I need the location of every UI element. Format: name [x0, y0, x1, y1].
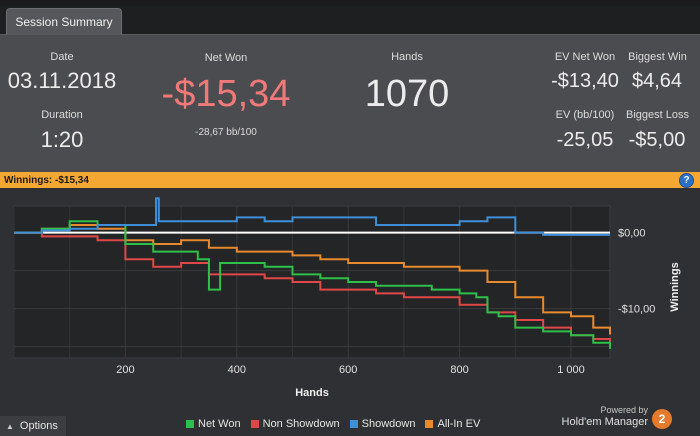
- duration-value: 1:20: [40, 127, 84, 152]
- winnings-value: -$15,34: [55, 174, 89, 186]
- legend-item-showdown[interactable]: Showdown: [349, 418, 416, 430]
- legend-label-showdown: Showdown: [361, 418, 416, 430]
- legend-swatch-allin-ev: [425, 420, 434, 428]
- y-axis-label: Winnings: [669, 262, 681, 311]
- x-tick-label: 800: [450, 364, 468, 376]
- tab-session-summary[interactable]: Session Summary: [6, 8, 122, 35]
- options-button[interactable]: ▲ Options: [0, 416, 66, 436]
- net-won-label: Net Won: [204, 52, 248, 64]
- x-tick-label: 1 000: [557, 364, 585, 376]
- allin-ev-line: [14, 224, 611, 335]
- session-summary-panel: Date 03.11.2018 Duration 1:20 Net Won -$…: [0, 35, 700, 172]
- winnings-chart-area: 200 400 600 800 1 000 $0,00 -$10,00 Hands Winnin…: [0, 188, 700, 436]
- legend-swatch-showdown: [349, 420, 358, 428]
- options-label: Options: [19, 420, 58, 432]
- powered-by-text: Powered by: [600, 405, 648, 415]
- winnings-chart: 200 400 600 800 1 000 $0,00 -$10,00 Hands Winnin…: [13, 197, 681, 399]
- x-tick-label: 600: [339, 364, 357, 376]
- date-label: Date: [50, 51, 74, 63]
- duration-label: Duration: [41, 109, 83, 121]
- chart-legend: Net Won Non Showdown Showdown All-In EV: [186, 418, 480, 430]
- date-value: 03.11.2018: [7, 68, 117, 93]
- ev-bb-value: -25,05: [556, 129, 614, 151]
- holdem-manager-logo: 2: [652, 409, 672, 429]
- legend-label-net-won: Net Won: [198, 418, 241, 430]
- hands-value: 1070: [364, 73, 450, 115]
- biggest-win-label: Biggest Win: [628, 51, 687, 63]
- brand-name: Hold'em Manager: [561, 416, 648, 428]
- ev-net-won-value: -$13,40: [551, 70, 619, 92]
- help-icon[interactable]: ?: [679, 173, 694, 188]
- y-tick-label: $0,00: [618, 228, 646, 240]
- biggest-loss-value: -$5,00: [628, 129, 686, 151]
- x-tick-label: 400: [228, 364, 246, 376]
- net-won-line: [14, 220, 611, 349]
- x-tick-label: 200: [116, 364, 134, 376]
- ev-net-won-label: EV Net Won: [554, 51, 616, 63]
- bb-per-100-value: -28,67 bb/100: [195, 127, 257, 138]
- winnings-bar: Winnings: -$15,34 ?: [0, 172, 700, 188]
- biggest-win-value: $4,64: [631, 70, 683, 92]
- expand-arrow-icon: ▲: [6, 421, 14, 431]
- ev-bb-label: EV (bb/100): [555, 109, 615, 121]
- window-top-strip: [0, 0, 700, 6]
- legend-swatch-net-won: [186, 420, 194, 428]
- legend-label-allin-ev: All-In EV: [437, 418, 481, 430]
- legend-item-net-won[interactable]: Net Won: [186, 418, 241, 430]
- x-axis-label: Hands: [295, 387, 329, 399]
- legend-item-non-showdown[interactable]: Non Showdown: [250, 418, 340, 430]
- legend-swatch-non-showdown: [250, 420, 259, 428]
- y-tick-label: -$10,00: [618, 304, 655, 316]
- winnings-label: Winnings:: [4, 174, 53, 186]
- hands-label: Hands: [391, 51, 423, 63]
- non-showdown-line: [14, 231, 611, 343]
- legend-item-allin-ev[interactable]: All-In EV: [425, 418, 480, 430]
- tab-bar: Session Summary: [0, 6, 700, 35]
- biggest-loss-label: Biggest Loss: [626, 109, 689, 121]
- showdown-line: [14, 197, 610, 236]
- net-won-value: -$15,34: [161, 73, 291, 115]
- legend-label-non-showdown: Non Showdown: [262, 418, 340, 430]
